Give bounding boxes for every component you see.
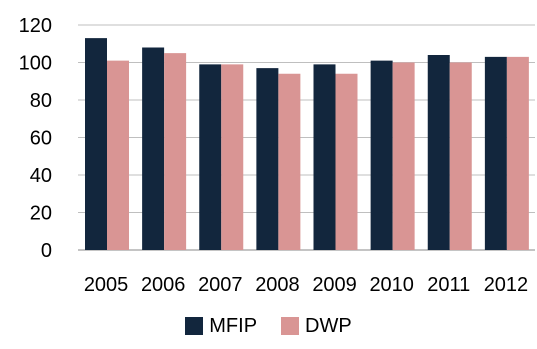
x-tick-label: 2006 <box>141 274 186 296</box>
bar-mfip-2006 <box>142 47 165 250</box>
legend-swatch-dwp <box>281 317 300 335</box>
bar-dwp-2006 <box>164 53 187 250</box>
bar-mfip-2008 <box>256 68 279 250</box>
bar-mfip-2010 <box>370 60 393 250</box>
bar-mfip-2011 <box>427 55 450 250</box>
bar-mfip-2007 <box>199 64 222 250</box>
legend-label-dwp: DWP <box>305 314 352 337</box>
bar-dwp-2008 <box>278 73 301 250</box>
bar-mfip-2005 <box>85 38 107 250</box>
x-tick-label: 2008 <box>255 274 300 296</box>
bar-dwp-2007 <box>221 64 244 250</box>
x-tick-label: 2012 <box>484 274 529 296</box>
x-tick-label: 2011 <box>427 274 470 296</box>
y-tick-label: 80 <box>30 90 52 112</box>
x-tick-label: 2009 <box>312 274 357 296</box>
bar-dwp-2012 <box>506 56 529 250</box>
bar-mfip-2009 <box>313 64 336 250</box>
y-tick-label: 100 <box>19 53 52 75</box>
legend: MFIP DWP <box>0 312 537 340</box>
y-axis-tick-labels: 0 20 40 60 80 100 120 <box>19 15 52 262</box>
legend-item-mfip: MFIP <box>185 315 257 338</box>
x-axis-tick-labels: 2005 2006 2007 2008 2009 2010 2011 2012 <box>84 274 528 296</box>
x-tick-label: 2010 <box>369 274 414 296</box>
legend-label-mfip: MFIP <box>209 314 258 337</box>
bar-dwp-2009 <box>335 73 358 250</box>
legend-item-dwp: DWP <box>281 315 352 338</box>
legend-swatch-mfip <box>185 317 204 335</box>
bar-mfip-2012 <box>484 56 507 250</box>
y-tick-label: 0 <box>41 240 52 262</box>
y-tick-label: 20 <box>30 203 52 225</box>
y-tick-label: 60 <box>30 128 52 150</box>
bar-dwp-2011 <box>449 62 472 250</box>
x-tick-label: 2007 <box>198 274 243 296</box>
x-tick-label: 2005 <box>84 274 129 296</box>
y-tick-label: 40 <box>30 165 52 187</box>
bar-dwp-2005 <box>107 60 129 250</box>
bars <box>85 38 529 250</box>
bar-dwp-2010 <box>392 62 415 250</box>
y-tick-label: 120 <box>19 15 52 37</box>
